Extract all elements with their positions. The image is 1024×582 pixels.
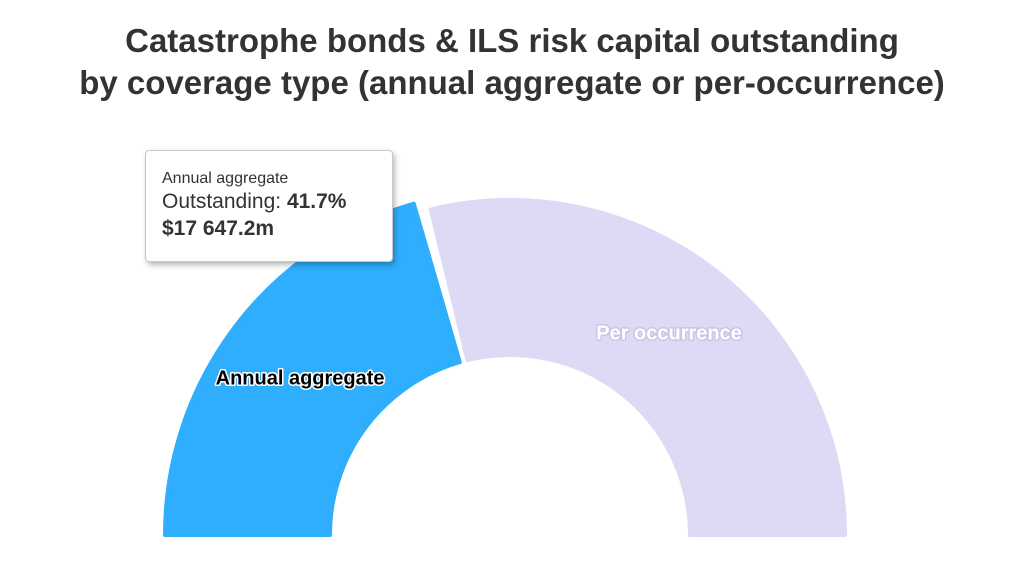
chart-title-line-1: Catastrophe bonds & ILS risk capital out… [125, 22, 899, 59]
chart-slices [163, 198, 847, 537]
slice-per-occurrence[interactable] [428, 198, 847, 537]
tooltip-percent: 41.7% [286, 190, 347, 213]
tooltip-percent-row: Outstanding: 41.7% [162, 189, 376, 215]
chart-title: Catastrophe bonds & ILS risk capital out… [0, 20, 1024, 104]
tooltip-series-label: Outstanding: [162, 190, 282, 213]
slice-label-annual-aggregate: Annual aggregate [216, 367, 385, 389]
tooltip-slice-name: Annual aggregate [162, 170, 289, 187]
chart-title-line-2: by coverage type (annual aggregate or pe… [79, 64, 945, 101]
chart-tooltip: Annual aggregate Outstanding: 41.7% $17 … [145, 150, 393, 262]
slice-label-per-occurrence: Per occurrence [596, 323, 742, 345]
tooltip-value: $17 647.2m [162, 217, 275, 240]
chart-slice-labels: Annual aggregate Per occurrence [214, 321, 743, 391]
